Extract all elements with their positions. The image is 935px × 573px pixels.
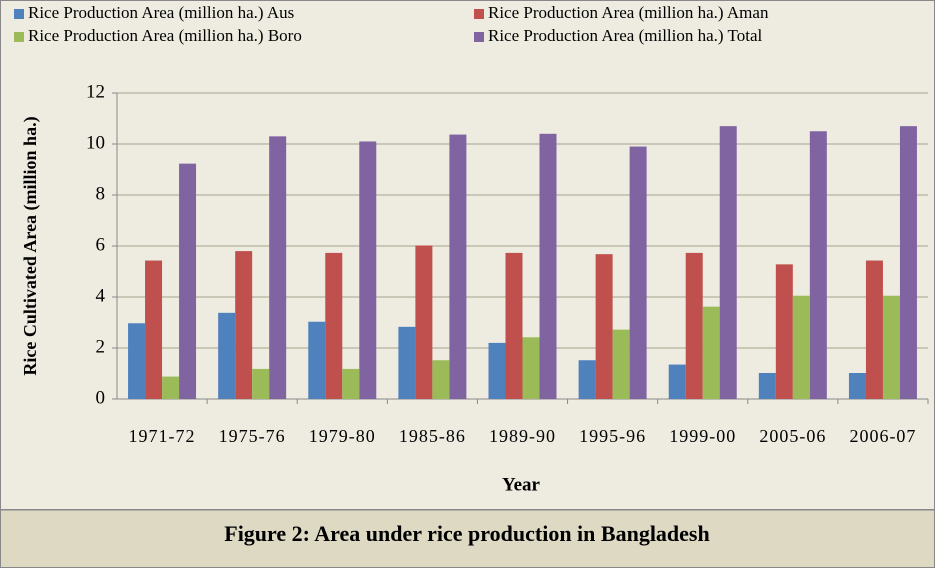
- y-tick-label: 12: [86, 81, 105, 102]
- x-tick-label: 1975-76: [219, 426, 286, 446]
- bar: [342, 368, 360, 399]
- bar: [359, 141, 377, 399]
- bar: [505, 252, 523, 399]
- bar: [252, 368, 270, 399]
- bar: [719, 126, 737, 400]
- bar: [775, 264, 793, 399]
- legend-swatch: [14, 9, 24, 19]
- x-tick-label: 1979-80: [309, 426, 376, 446]
- bar: [179, 163, 197, 399]
- legend-label: Rice Production Area (million ha.) Aus: [28, 3, 294, 22]
- x-tick-label: 1971-72: [129, 426, 196, 446]
- bar: [398, 326, 416, 399]
- bar: [415, 245, 433, 399]
- bar: [218, 312, 236, 399]
- bar: [449, 134, 467, 399]
- bar: [809, 131, 827, 399]
- legend-swatch: [474, 32, 484, 42]
- x-tick-label: 1995-96: [579, 426, 646, 446]
- y-tick-label: 10: [86, 132, 105, 153]
- x-tick-label: 2005-06: [759, 426, 826, 446]
- y-tick-label: 6: [96, 234, 106, 255]
- x-tick-label: 1985-86: [399, 426, 466, 446]
- bar: [432, 360, 450, 399]
- bar: [308, 321, 326, 399]
- bar: [882, 295, 900, 399]
- bar: [629, 146, 647, 399]
- caption-box: [0, 509, 935, 568]
- bar: [325, 252, 343, 399]
- bar: [758, 372, 776, 399]
- legend-label: Rice Production Area (million ha.) Total: [488, 26, 762, 45]
- y-tick-label: 2: [96, 336, 106, 357]
- bar: [145, 260, 163, 399]
- bar: [539, 133, 557, 400]
- x-tick-label: 1999-00: [669, 426, 736, 446]
- legend-label: Rice Production Area (million ha.) Aman: [488, 3, 769, 22]
- bar: [899, 126, 917, 400]
- bar: [522, 337, 540, 399]
- y-axis-title: Rice Cultivated Area (million ha.): [20, 116, 41, 375]
- bar: [848, 372, 866, 399]
- bar: [685, 252, 703, 399]
- x-tick-label: 2006-07: [849, 426, 916, 446]
- y-tick-label: 8: [96, 183, 106, 204]
- bar: [865, 260, 883, 399]
- x-tick-label: 1989-90: [489, 426, 556, 446]
- y-tick-label: 4: [96, 285, 106, 306]
- bar: [162, 376, 180, 399]
- y-tick-label: 0: [96, 387, 106, 408]
- bar: [269, 136, 287, 399]
- legend-swatch: [14, 32, 24, 42]
- bar: [128, 323, 146, 399]
- bar: [595, 254, 613, 399]
- legend-swatch: [474, 9, 484, 19]
- bar: [578, 360, 596, 399]
- bar: [702, 306, 720, 399]
- bar: [612, 329, 630, 399]
- bar: [488, 342, 506, 399]
- caption: Figure 2: Area under rice production in …: [224, 521, 709, 546]
- bar: [668, 364, 686, 399]
- bar: [792, 295, 810, 399]
- bar: [235, 251, 253, 399]
- legend-label: Rice Production Area (million ha.) Boro: [28, 26, 302, 45]
- x-axis-title: Year: [502, 474, 541, 495]
